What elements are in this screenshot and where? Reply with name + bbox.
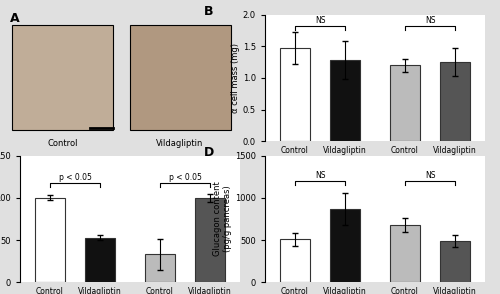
Bar bbox=[195, 198, 225, 282]
Bar bbox=[330, 60, 360, 141]
Bar bbox=[390, 65, 420, 141]
Bar bbox=[85, 238, 115, 282]
Y-axis label: α cell mass (mg): α cell mass (mg) bbox=[231, 43, 240, 113]
Bar bbox=[280, 239, 310, 282]
Bar bbox=[330, 209, 360, 282]
Text: NS: NS bbox=[425, 171, 435, 180]
Bar bbox=[145, 254, 175, 282]
Text: NS: NS bbox=[315, 16, 325, 25]
Text: p < 0.05: p < 0.05 bbox=[168, 173, 202, 181]
Text: Vildagliptin: Vildagliptin bbox=[156, 139, 204, 148]
Bar bbox=[440, 241, 470, 282]
Text: Wild-type: Wild-type bbox=[304, 175, 336, 181]
Text: B: B bbox=[204, 5, 213, 18]
Text: Atg7Δβ cell: Atg7Δβ cell bbox=[410, 175, 450, 181]
Text: A: A bbox=[10, 11, 20, 25]
Y-axis label: Glucagon content
(pg/g pancreas): Glucagon content (pg/g pancreas) bbox=[213, 182, 232, 256]
Text: D: D bbox=[204, 146, 214, 159]
Text: Control: Control bbox=[48, 139, 78, 148]
Bar bbox=[390, 225, 420, 282]
Bar bbox=[280, 48, 310, 141]
Bar bbox=[440, 62, 470, 141]
Text: NS: NS bbox=[315, 171, 325, 180]
Text: p < 0.05: p < 0.05 bbox=[58, 173, 92, 181]
Bar bbox=[130, 25, 230, 131]
Text: NS: NS bbox=[425, 16, 435, 25]
Bar bbox=[35, 198, 65, 282]
Bar bbox=[12, 25, 113, 131]
